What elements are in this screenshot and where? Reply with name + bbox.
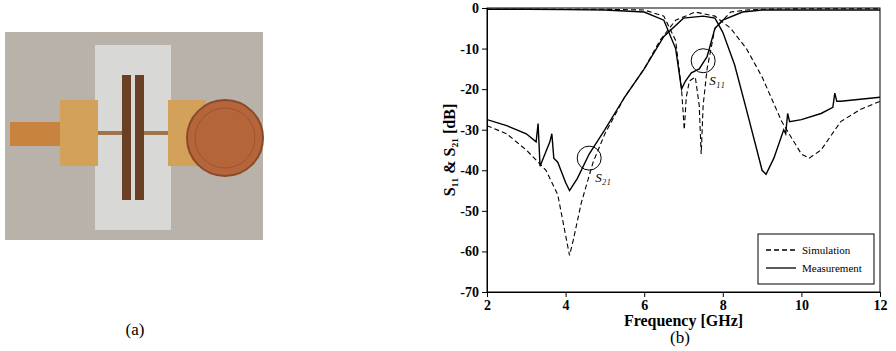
resonator-strip [135, 75, 144, 200]
x-tick-label: 2 [484, 298, 491, 313]
figure: (a)24681012-70-60-50-40-30-20-100Frequen… [0, 0, 896, 351]
photo-background [5, 32, 263, 240]
y-tick-label: -50 [460, 204, 479, 219]
y-tick: -20 [460, 82, 487, 97]
x-tick: 12 [874, 292, 888, 313]
x-axis-line [488, 293, 881, 298]
photo [5, 32, 263, 240]
legend-box [758, 234, 874, 284]
plot-frame [487, 8, 880, 292]
y-tick: -60 [460, 244, 487, 259]
y-axis-title: S₁₁ & S₂₁ [dB] [441, 104, 458, 197]
series-line [487, 9, 880, 89]
series-line [487, 12, 880, 255]
y-tick: -30 [460, 123, 487, 138]
x-tick: 2 [484, 292, 491, 313]
x-tick-mark [566, 292, 567, 297]
panel-label: (a) [126, 320, 145, 339]
connector-left [10, 122, 60, 146]
legend: Simulation Measurement [758, 234, 874, 284]
series-line [487, 9, 880, 154]
y-tick: -70 [460, 285, 487, 300]
y-axis-line [482, 9, 488, 293]
x-tick-mark [723, 292, 724, 297]
x-tick: 6 [641, 292, 648, 313]
y-tick-label: -10 [460, 42, 479, 57]
y-tick-mark [482, 211, 487, 212]
resonator-strip [122, 75, 131, 200]
x-tick-label: 8 [720, 298, 727, 313]
y-tick-mark [482, 251, 487, 252]
y-tick-mark [482, 130, 487, 131]
x-tick-label: 6 [641, 298, 648, 313]
y-tick-mark [482, 89, 487, 90]
substrate [95, 45, 171, 230]
plot-area [487, 9, 880, 256]
annotation: S₂₁ [595, 170, 611, 185]
y-tick: 0 [472, 1, 487, 16]
coin-inner [195, 108, 255, 168]
y-tick: -10 [460, 42, 487, 57]
x-tick: 8 [720, 292, 727, 313]
legend-swatch [766, 267, 796, 268]
annotation: S₁₁ [709, 73, 725, 88]
x-axis: 2 4 6 8 10 12 [484, 292, 888, 313]
annotation-circle [577, 146, 601, 170]
y-tick-mark [482, 292, 487, 293]
y-tick: -50 [460, 204, 487, 219]
x-tick-label: 4 [563, 298, 570, 313]
y-tick-label: 0 [472, 1, 479, 16]
coin [187, 100, 263, 176]
feed-line-right [144, 131, 168, 135]
x-tick-mark [801, 292, 802, 297]
feed-line-left [98, 131, 122, 135]
y-tick-mark [482, 49, 487, 50]
x-tick-label: 10 [795, 298, 809, 313]
y-tick-label: -40 [460, 163, 479, 178]
y-axis: -70 -60 -50 -40 -30 -20 -10 0 [460, 1, 487, 300]
y-tick-label: -70 [460, 285, 479, 300]
y-tick-mark [482, 170, 487, 171]
y-tick-mark [482, 8, 487, 9]
legend-swatch [766, 249, 796, 250]
panel-label: (b) [670, 328, 690, 347]
x-tick-label: 12 [874, 298, 888, 313]
series-line [487, 16, 880, 190]
x-tick: 10 [795, 292, 809, 313]
x-tick: 4 [563, 292, 570, 313]
x-tick-mark [644, 292, 645, 297]
x-tick-mark [880, 292, 881, 297]
y-tick-label: -20 [460, 82, 479, 97]
connector-left-flange [60, 100, 98, 166]
legend-label: Measurement [802, 262, 862, 274]
legend-label: Simulation [802, 244, 851, 256]
y-tick-label: -30 [460, 123, 479, 138]
annotation-circle [691, 49, 715, 73]
y-tick-label: -60 [460, 244, 479, 259]
y-tick: -40 [460, 163, 487, 178]
